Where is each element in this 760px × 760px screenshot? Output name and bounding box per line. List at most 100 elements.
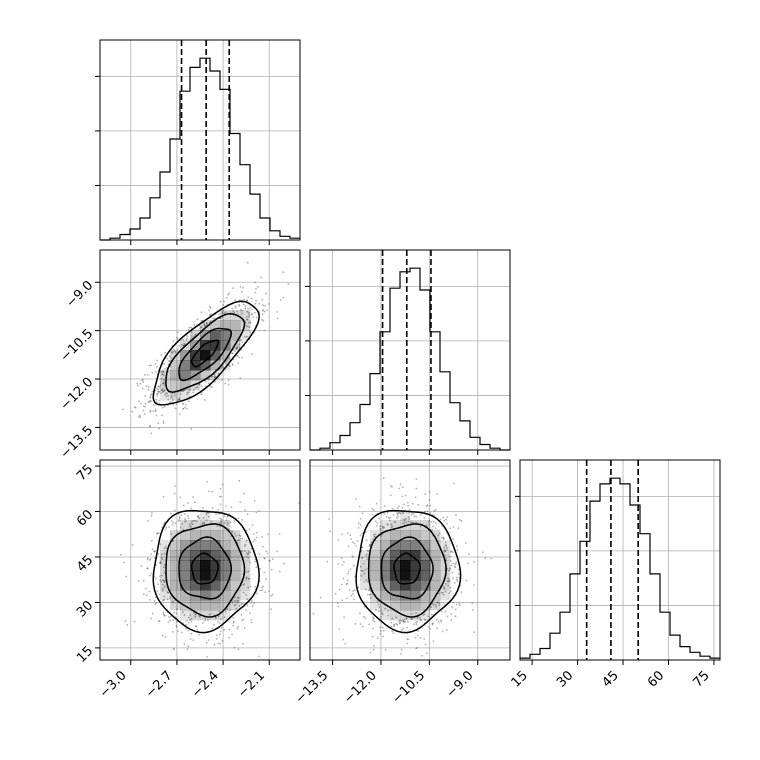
sample-point: [415, 487, 418, 490]
density-cell: [410, 550, 421, 561]
contour-line-0: [190, 552, 219, 585]
sample-point: [148, 590, 151, 593]
sample-point: [429, 628, 432, 630]
sample-point: [430, 613, 433, 616]
sample-point: [399, 622, 402, 624]
sample-point: [410, 513, 413, 516]
sample-point: [218, 513, 220, 515]
sample-point: [230, 506, 233, 509]
sample-point: [131, 544, 134, 546]
sample-point: [147, 557, 149, 560]
sample-point: [179, 526, 182, 529]
sample-point: [377, 601, 379, 603]
sample-point: [397, 664, 399, 666]
sample-point: [442, 593, 445, 596]
sample-point: [223, 515, 226, 518]
sample-point: [153, 599, 156, 602]
sample-point: [120, 451, 122, 453]
sample-point: [357, 522, 360, 524]
sample-point: [194, 613, 197, 616]
sample-point: [213, 374, 216, 376]
density-cell: [410, 580, 421, 591]
density-cell: [210, 570, 221, 581]
sample-point: [171, 600, 174, 603]
sample-point: [190, 335, 193, 337]
sample-point: [364, 588, 367, 591]
sample-point: [164, 545, 167, 548]
sample-point: [239, 501, 242, 504]
sample-point: [341, 599, 344, 602]
density-cell: [240, 540, 251, 551]
sample-point: [248, 315, 250, 318]
sample-point: [350, 538, 352, 540]
sample-point: [365, 555, 368, 557]
sample-point: [193, 389, 195, 391]
sample-point: [189, 338, 192, 340]
sample-point: [163, 581, 166, 584]
sample-point: [389, 516, 391, 519]
sample-point: [270, 594, 272, 597]
sample-point: [453, 482, 455, 485]
sample-point: [160, 562, 162, 565]
sample-point: [248, 326, 251, 329]
density-cell: [190, 600, 201, 611]
sample-point: [460, 591, 463, 594]
sample-point: [172, 647, 175, 650]
sample-point: [351, 541, 354, 543]
sample-point: [229, 521, 232, 524]
sample-point: [233, 532, 236, 535]
sample-point: [338, 628, 341, 630]
sample-point: [219, 525, 222, 528]
sample-point: [175, 403, 178, 405]
sample-point: [369, 597, 372, 599]
sample-point: [251, 600, 253, 602]
sample-point: [221, 312, 224, 315]
sample-point: [380, 609, 382, 612]
sample-point: [449, 551, 452, 553]
density-cell: [370, 600, 381, 611]
sample-point: [193, 323, 196, 326]
sample-point: [217, 642, 220, 645]
sample-point: [200, 393, 203, 396]
sample-point: [396, 507, 399, 509]
sample-point: [278, 570, 281, 573]
sample-point: [394, 521, 396, 523]
sample-point: [326, 560, 329, 563]
sample-point: [133, 406, 136, 409]
density-cell: [180, 520, 191, 531]
sample-point: [235, 535, 237, 537]
sample-point: [225, 505, 227, 507]
sample-point: [438, 621, 440, 623]
sample-point: [444, 549, 447, 552]
sample-point: [155, 414, 158, 417]
joint-panel-p0-p2: [95, 459, 301, 665]
sample-point: [366, 549, 369, 552]
density-cell: [380, 570, 391, 581]
sample-point: [204, 385, 207, 387]
sample-point: [423, 618, 426, 621]
density-cell: [400, 560, 411, 571]
density-cell: [170, 590, 181, 601]
sample-point: [260, 276, 262, 279]
sample-point: [445, 518, 447, 521]
sample-point: [363, 615, 365, 618]
sample-point: [365, 568, 367, 571]
sample-point: [150, 400, 153, 403]
sample-point: [446, 580, 449, 583]
density-cell: [440, 580, 451, 591]
sample-point: [198, 518, 201, 520]
density-cell: [390, 540, 401, 551]
density-cell: [390, 560, 401, 571]
contour-line-1: [178, 327, 233, 382]
density-cell: [240, 570, 251, 581]
sample-point: [161, 389, 163, 392]
sample-point: [267, 590, 270, 592]
sample-point: [441, 610, 443, 613]
sample-point: [237, 648, 240, 651]
sample-point: [364, 617, 367, 619]
sample-point: [363, 581, 366, 583]
density-cell: [240, 590, 251, 601]
sample-point: [157, 553, 160, 555]
sample-point: [239, 286, 242, 288]
sample-point: [217, 621, 220, 623]
